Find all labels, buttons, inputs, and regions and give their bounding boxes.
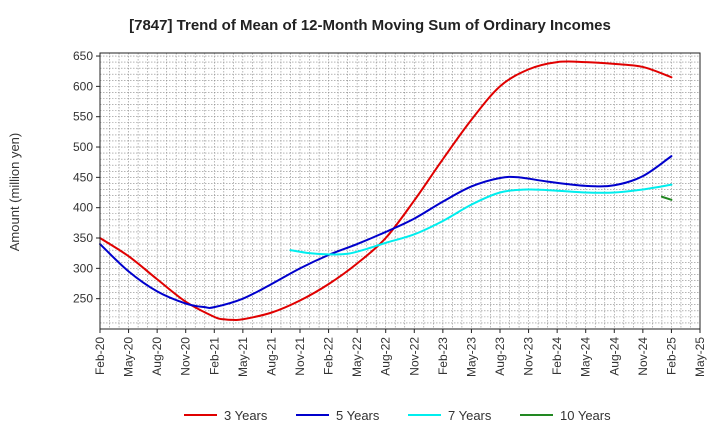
y-tick-label: 450 [73, 170, 93, 184]
x-tick-label: Nov-22 [407, 337, 421, 376]
x-tick-label: May-24 [579, 337, 593, 377]
x-tick-label: Feb-20 [93, 337, 107, 375]
legend-label-10-years: 10 Years [560, 408, 611, 423]
y-axis-label: Amount (million yen) [7, 133, 22, 252]
y-tick-label: 650 [73, 49, 93, 63]
y-tick-label: 600 [73, 79, 93, 93]
x-tick-label: Aug-22 [379, 337, 393, 376]
x-tick-label: Feb-23 [436, 337, 450, 375]
chart-title: [7847] Trend of Mean of 12-Month Moving … [129, 17, 611, 34]
series-line-5-years [99, 155, 673, 309]
y-tick-label: 400 [73, 201, 93, 215]
x-tick-label: Nov-24 [636, 337, 650, 376]
x-tick-label: May-23 [464, 337, 478, 377]
legend: 3 Years 5 Years 7 Years 10 Years [184, 408, 611, 423]
x-tick-label: Feb-24 [550, 337, 564, 375]
x-tick-label: May-25 [693, 337, 707, 377]
legend-label-3-years: 3 Years [224, 408, 268, 423]
series-lines [99, 60, 673, 322]
y-tick-label: 250 [73, 292, 93, 306]
x-tick-label: Nov-21 [293, 337, 307, 376]
y-tick-label: 350 [73, 231, 93, 245]
x-tick-label: Nov-20 [179, 337, 193, 376]
legend-label-7-years: 7 Years [448, 408, 492, 423]
plot-area-frame [99, 52, 701, 330]
y-tick-label: 300 [73, 261, 93, 275]
x-tick-label: Feb-21 [207, 337, 221, 375]
x-tick-label: Feb-22 [322, 337, 336, 375]
x-tick-label: Aug-24 [607, 337, 621, 376]
x-tick-label: Aug-21 [264, 337, 278, 376]
y-tick-label: 500 [73, 140, 93, 154]
x-tick-label: May-22 [350, 337, 364, 377]
y-tick-label: 550 [73, 110, 93, 124]
x-tick-label: Aug-20 [150, 337, 164, 376]
x-tick-label: Feb-25 [664, 337, 678, 375]
series-line-7-years [289, 183, 673, 256]
y-tick-labels: 250 300 350 400 450 500 550 600 650 [73, 49, 100, 306]
legend-label-5-years: 5 Years [336, 408, 380, 423]
x-tick-label: May-20 [122, 337, 136, 377]
series-line-3-years [99, 60, 673, 322]
x-tick-labels: Feb-20 May-20 Aug-20 Nov-20 Feb-21 May-21 Aug-… [93, 329, 707, 377]
x-tick-label: Aug-23 [493, 337, 507, 376]
x-tick-label: Nov-23 [522, 337, 536, 376]
series-line-10-years [660, 195, 673, 201]
grid-lines [100, 53, 700, 329]
x-tick-label: May-21 [236, 337, 250, 377]
